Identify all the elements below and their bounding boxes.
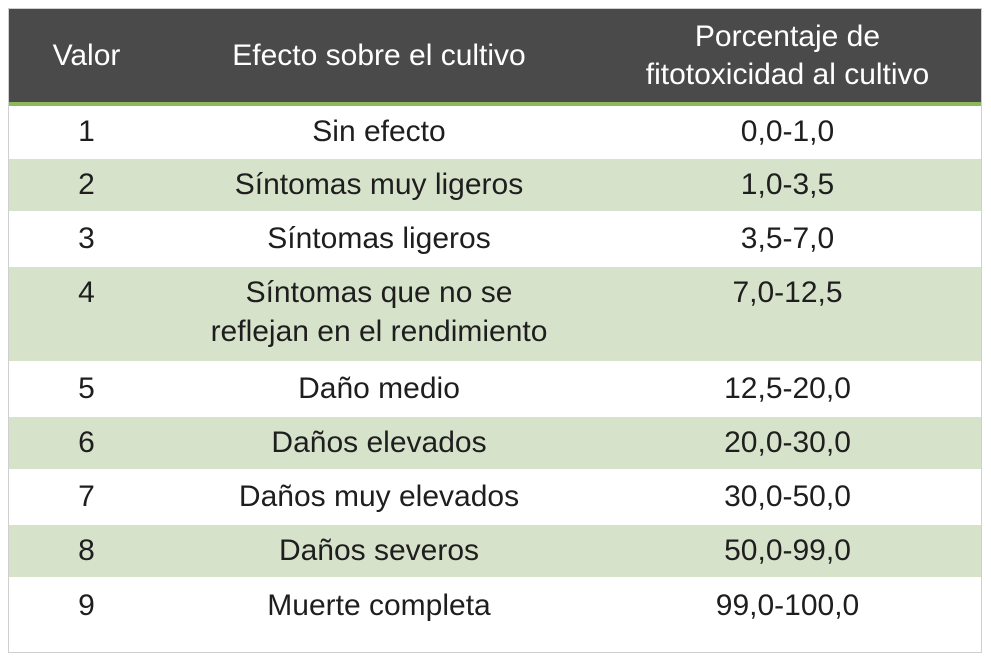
cell-efecto: Sin efecto: [164, 103, 594, 158]
cell-efecto: Daños muy elevados: [164, 469, 594, 524]
table-header: Valor Efecto sobre el cultivo Porcentaje…: [9, 9, 981, 106]
cell-efecto: Daños elevados: [164, 415, 594, 470]
cell-porcentaje: 7,0-12,5: [594, 265, 981, 362]
cell-efecto: Daños severos: [164, 523, 594, 578]
cell-valor: 9: [9, 577, 164, 632]
phytotoxicity-table: Valor Efecto sobre el cultivo Porcentaje…: [9, 9, 981, 632]
table-body: 1 Sin efecto 0,0-1,0 2 Síntomas muy lige…: [9, 103, 981, 632]
table-row: 4 Síntomas que no se reflejan en el rendi…: [9, 265, 981, 362]
cell-valor: 2: [9, 157, 164, 212]
cell-porcentaje: 0,0-1,0: [594, 103, 981, 158]
table-frame: Valor Efecto sobre el cultivo Porcentaje…: [8, 8, 982, 653]
table-row: 1 Sin efecto 0,0-1,0: [9, 103, 981, 158]
cell-efecto: Daño medio: [164, 361, 594, 416]
cell-efecto: Síntomas muy ligeros: [164, 157, 594, 212]
cell-efecto-line-2: reflejan en el rendimiento: [210, 315, 548, 348]
table-row: 6 Daños elevados 20,0-30,0: [9, 415, 981, 470]
header-valor: Valor: [9, 9, 164, 106]
table-row: 3 Síntomas ligeros 3,5-7,0: [9, 211, 981, 266]
table-row: 2 Síntomas muy ligeros 1,0-3,5: [9, 157, 981, 212]
cell-efecto: Síntomas que no se reflejan en el rendimi…: [164, 265, 594, 362]
cell-porcentaje: 30,0-50,0: [594, 469, 981, 524]
cell-valor: 1: [9, 103, 164, 158]
header-row: Valor Efecto sobre el cultivo Porcentaje…: [9, 9, 981, 106]
cell-valor: 6: [9, 415, 164, 470]
cell-valor: 4: [9, 265, 164, 362]
cell-valor: 3: [9, 211, 164, 266]
cell-porcentaje: 1,0-3,5: [594, 157, 981, 212]
cell-porcentaje: 3,5-7,0: [594, 211, 981, 266]
cell-efecto-line-1: Síntomas que no se: [245, 276, 513, 309]
header-porcentaje-line-1: Porcentaje de: [694, 19, 881, 53]
cell-porcentaje: 20,0-30,0: [594, 415, 981, 470]
table-row: 7 Daños muy elevados 30,0-50,0: [9, 469, 981, 524]
cell-valor: 7: [9, 469, 164, 524]
cell-porcentaje: 99,0-100,0: [594, 577, 981, 632]
cell-efecto: Muerte completa: [164, 577, 594, 632]
header-efecto: Efecto sobre el cultivo: [164, 9, 594, 106]
cell-efecto: Síntomas ligeros: [164, 211, 594, 266]
header-porcentaje-line-2: fitotoxicidad al cultivo: [645, 57, 930, 91]
cell-porcentaje: 12,5-20,0: [594, 361, 981, 416]
cell-valor: 5: [9, 361, 164, 416]
cell-valor: 8: [9, 523, 164, 578]
table-row: 9 Muerte completa 99,0-100,0: [9, 577, 981, 632]
cell-porcentaje: 50,0-99,0: [594, 523, 981, 578]
header-porcentaje: Porcentaje de fitotoxicidad al cultivo: [594, 9, 981, 106]
table-row: 5 Daño medio 12,5-20,0: [9, 361, 981, 416]
table-row: 8 Daños severos 50,0-99,0: [9, 523, 981, 578]
